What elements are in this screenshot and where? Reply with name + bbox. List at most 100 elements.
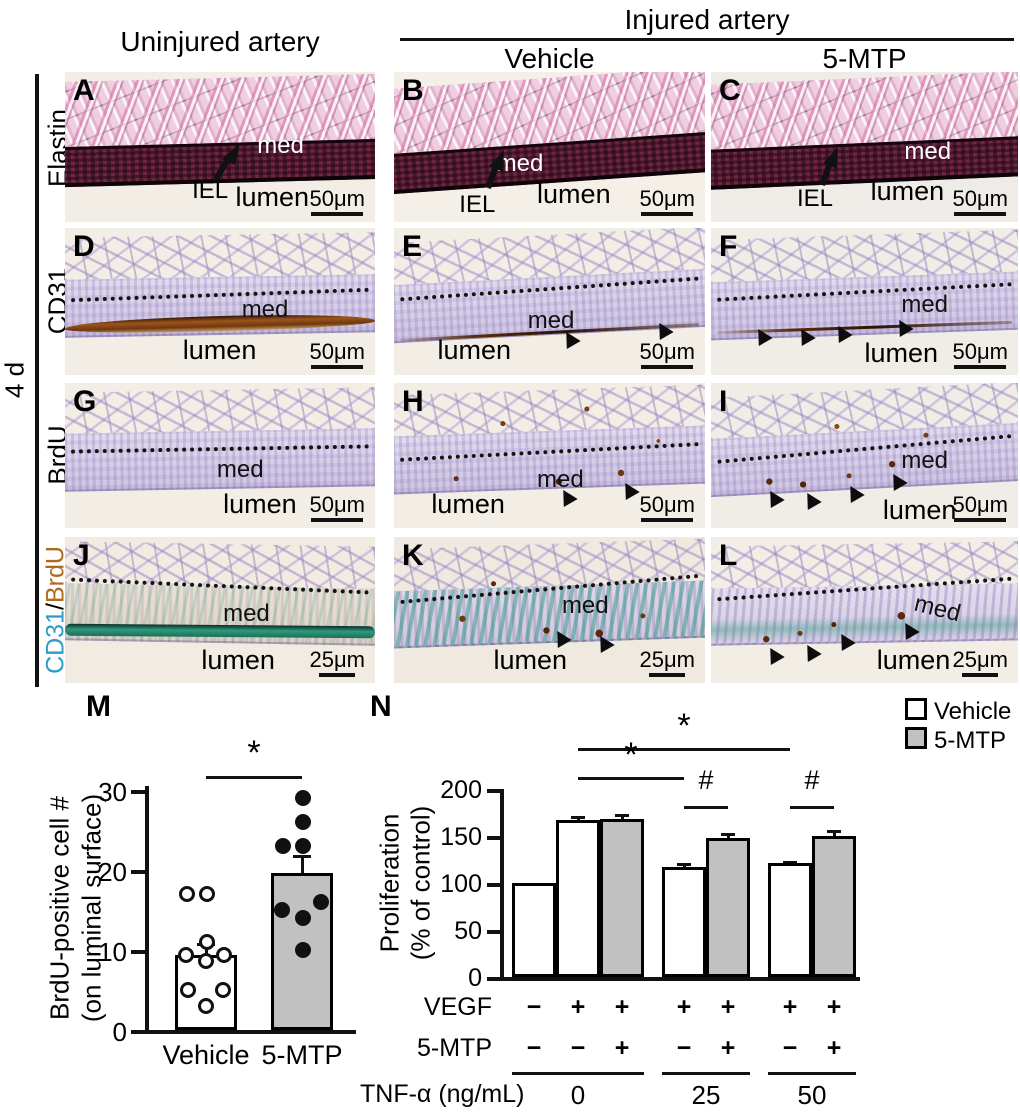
adventitia-texture <box>65 387 375 435</box>
y-tick <box>487 883 500 887</box>
scale-line <box>954 365 1007 369</box>
scale-line <box>649 673 686 677</box>
panel-letter: J <box>73 539 90 572</box>
scale-text: 25μm <box>309 646 365 672</box>
significance-line <box>684 806 728 809</box>
condition-symbol: − <box>676 1034 692 1062</box>
panel-letter: L <box>719 539 738 572</box>
y-tick-label: 0 <box>112 1017 127 1047</box>
y-tick <box>131 870 145 874</box>
scale-line <box>311 212 364 216</box>
media-label: med <box>257 132 304 159</box>
significance-line <box>206 776 302 779</box>
tissue-texture <box>711 72 1018 191</box>
lumen-label: lumen <box>493 645 568 676</box>
condition-symbol: + <box>826 1034 842 1062</box>
y-tick <box>487 930 500 934</box>
time-label: 4 d <box>0 361 30 399</box>
error-bar-cap <box>721 833 735 837</box>
condition-symbol: + <box>614 1034 630 1062</box>
data-point <box>313 894 329 910</box>
significance-symbol: * <box>624 736 638 774</box>
iel-label: IEL <box>192 177 229 204</box>
x-axis <box>145 1030 356 1034</box>
data-point <box>179 886 195 902</box>
column-header-5mtp: 5-MTP <box>822 43 907 74</box>
panel-letter: G <box>73 385 97 418</box>
bar-5-MTP <box>600 819 644 977</box>
bar-5-MTP <box>812 836 856 977</box>
data-point <box>295 814 311 830</box>
iel-label: IEL <box>459 190 496 218</box>
panel-letter: K <box>402 539 424 572</box>
adventitia-texture <box>65 73 375 148</box>
x-category-label: 5-MTP <box>261 1040 343 1070</box>
condition-symbol: − <box>526 1034 542 1062</box>
brdu-positive-spots <box>394 537 705 683</box>
significance-line <box>790 806 834 809</box>
y-tick-label: 30 <box>98 777 127 807</box>
error-bar-cap <box>615 814 629 818</box>
group-label: 50 <box>797 1080 827 1110</box>
scale-line <box>311 365 364 369</box>
scale-text: 50μm <box>952 185 1008 211</box>
data-point <box>216 946 232 963</box>
scale-line <box>962 673 999 677</box>
media-label: med <box>904 138 952 165</box>
scale-text: 50μm <box>639 491 695 517</box>
significance-symbol: * <box>677 707 691 745</box>
scale-text: 50μm <box>639 338 695 364</box>
micrograph-panel-A: A med IEL lumen 50μm <box>65 72 375 222</box>
legend-swatch-Vehicle <box>905 698 927 720</box>
panel-letter: H <box>402 385 424 418</box>
media-label: med <box>496 150 544 177</box>
chart-proliferation: N 0 50 100 150 200 Proliferation (% of control)… <box>360 690 1020 1116</box>
panel-letter: B <box>402 74 424 107</box>
brdu-positive-spots <box>711 537 1018 683</box>
y-tick-label: 100 <box>440 870 482 898</box>
scale-bar: 50μm <box>640 340 695 369</box>
scale-line <box>319 673 356 677</box>
scale-line <box>641 365 694 369</box>
scale-bar: 50μm <box>953 340 1008 369</box>
data-point <box>215 982 231 998</box>
bar-5-MTP <box>706 837 750 977</box>
legend-swatch-5-MTP <box>905 727 927 749</box>
y-tick-label: 20 <box>98 857 127 887</box>
media-label: med <box>527 307 575 335</box>
data-point <box>275 838 291 854</box>
media-label: med <box>901 291 949 319</box>
lumen-label: lumen <box>537 178 611 209</box>
iel-arrow-icon <box>213 143 240 181</box>
chart-brdu-cell-count: M 0 10 20 30 BrdU-positive cell # (on luminal … <box>0 690 360 1116</box>
data-point <box>295 942 311 958</box>
data-point <box>274 902 290 918</box>
error-bar-cap <box>783 861 797 865</box>
iel-arrow-icon <box>819 147 839 187</box>
media-label: med <box>223 599 270 627</box>
scale-bar: 25μm <box>640 648 695 677</box>
scale-bar: 50μm <box>953 493 1008 522</box>
micrograph-panel-C: C med IEL lumen 50μm <box>711 72 1018 222</box>
condition-row-label: 5-MTP <box>417 1034 492 1062</box>
tissue-texture <box>394 72 705 195</box>
time-bracket-line <box>35 74 39 687</box>
y-tick-label: 150 <box>440 823 482 851</box>
scale-bar: 50μm <box>640 493 695 522</box>
y-axis-label: Proliferation <box>374 813 405 953</box>
panel-letter: A <box>73 74 95 107</box>
error-bar <box>301 854 304 874</box>
legend-label: 5-MTP <box>934 727 1006 754</box>
scale-line <box>641 518 694 522</box>
brdu-positive-spots <box>394 383 705 528</box>
media-label: med <box>901 446 949 474</box>
data-point <box>295 790 311 806</box>
scale-bar: 50μm <box>640 187 695 216</box>
data-point <box>198 953 214 970</box>
brdu-positive-spots <box>711 383 1018 528</box>
data-point <box>178 946 194 963</box>
y-axis-label: BrdU-positive cell # <box>44 796 75 1020</box>
error-bar-cap <box>677 863 691 867</box>
lumen-label: lumen <box>437 335 512 366</box>
cd31-teal-band <box>65 623 375 638</box>
